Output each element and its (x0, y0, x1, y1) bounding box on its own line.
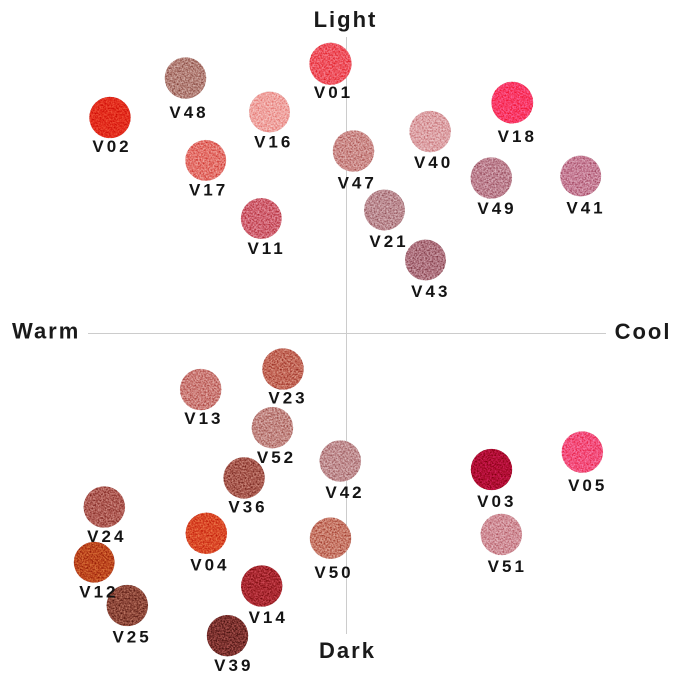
svg-text:V25: V25 (112, 628, 151, 647)
svg-text:V42: V42 (325, 483, 364, 502)
svg-text:V03: V03 (477, 492, 516, 511)
svg-text:V21: V21 (369, 232, 408, 251)
svg-text:V43: V43 (411, 282, 450, 301)
svg-text:V52: V52 (257, 448, 296, 467)
svg-text:V47: V47 (338, 174, 377, 193)
svg-text:V23: V23 (268, 389, 307, 408)
svg-text:V12: V12 (79, 583, 118, 602)
svg-text:V04: V04 (190, 556, 229, 575)
svg-text:V18: V18 (498, 127, 537, 146)
svg-text:V01: V01 (314, 83, 353, 102)
svg-text:V14: V14 (249, 608, 288, 627)
svg-text:Cool: Cool (615, 319, 672, 344)
svg-text:V17: V17 (189, 181, 228, 200)
svg-text:Warm: Warm (12, 319, 80, 344)
svg-text:V11: V11 (247, 239, 285, 258)
svg-text:V39: V39 (214, 656, 253, 675)
svg-text:V24: V24 (87, 527, 126, 546)
svg-text:V50: V50 (314, 563, 353, 582)
svg-text:V13: V13 (184, 409, 223, 428)
svg-text:V51: V51 (488, 557, 527, 576)
svg-text:Dark: Dark (319, 638, 376, 663)
svg-text:V36: V36 (228, 498, 267, 517)
svg-text:V48: V48 (169, 103, 208, 122)
svg-text:V02: V02 (92, 137, 131, 156)
svg-text:V05: V05 (568, 476, 607, 495)
svg-text:V49: V49 (477, 199, 516, 218)
svg-text:V40: V40 (414, 153, 453, 172)
svg-text:V16: V16 (254, 133, 293, 152)
svg-text:V41: V41 (566, 199, 605, 218)
svg-text:Light: Light (314, 7, 378, 32)
